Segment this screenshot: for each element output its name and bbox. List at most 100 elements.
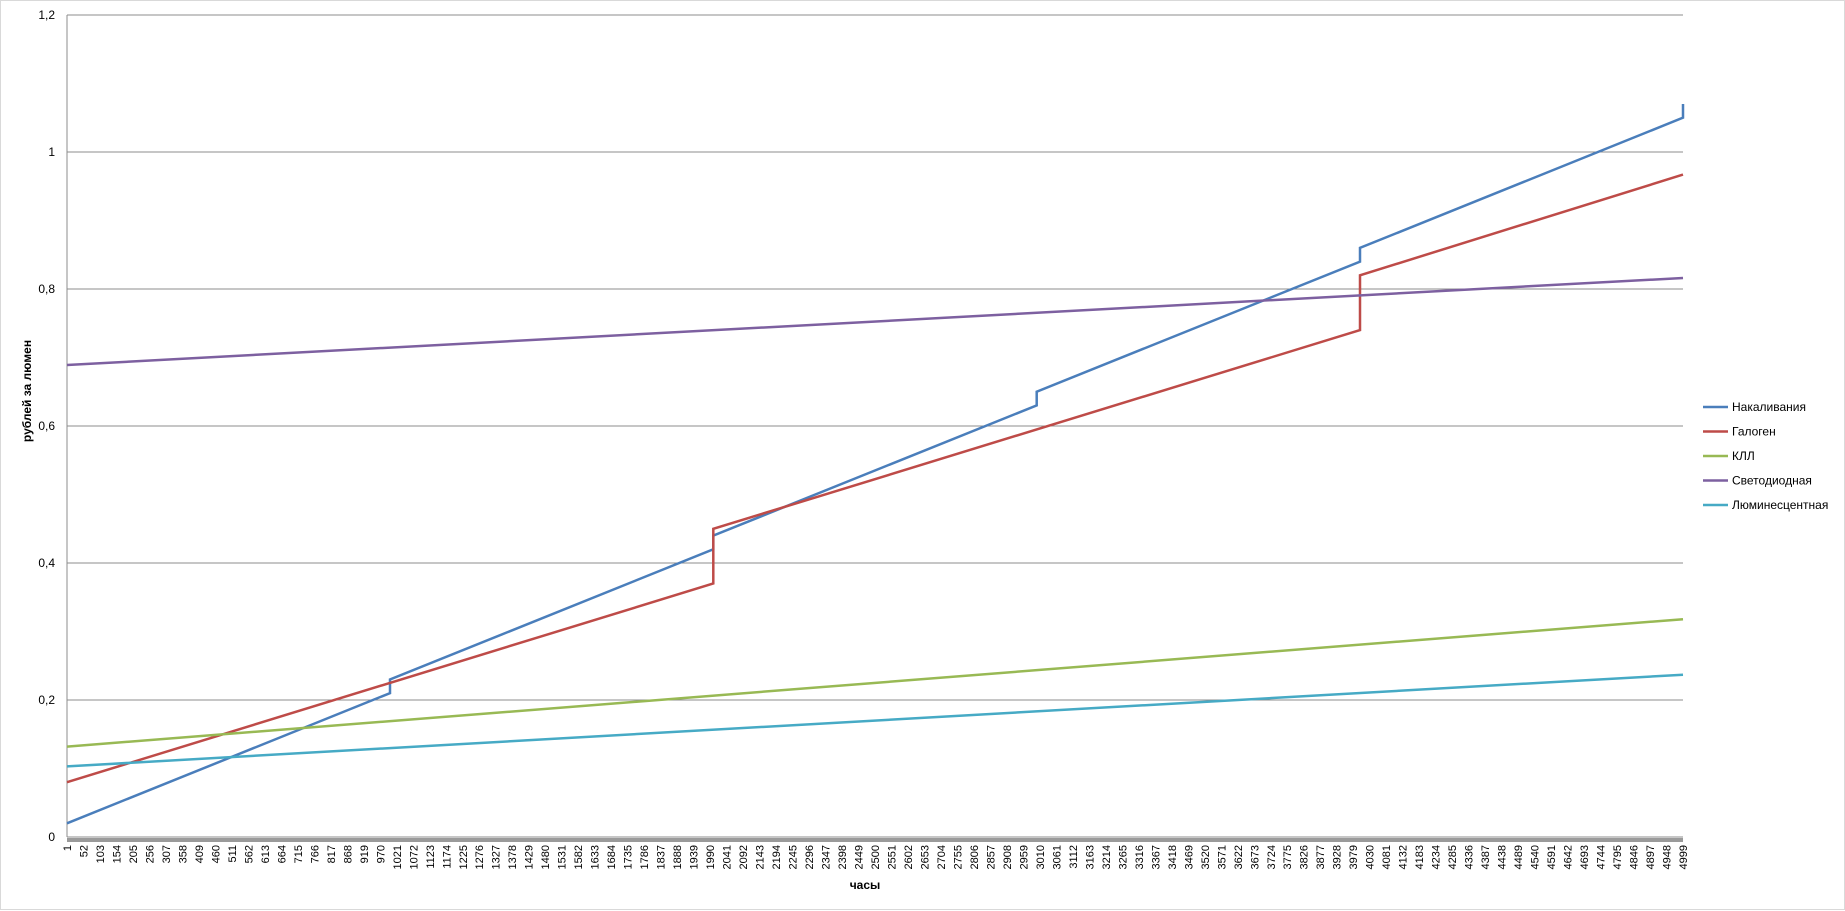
x-tick-label: 3775	[1282, 845, 1294, 869]
x-tick-label: 3061	[1051, 845, 1063, 869]
legend-label: Светодиодная	[1732, 474, 1812, 488]
x-tick-label: 205	[128, 845, 140, 863]
x-tick-label: 1	[62, 845, 74, 851]
x-tick-label: 1021	[392, 845, 404, 869]
x-axis-title: часы	[850, 878, 881, 892]
x-tick-label: 2602	[903, 845, 915, 869]
x-tick-label: 2908	[1002, 845, 1014, 869]
x-tick-label: 766	[309, 845, 321, 863]
x-tick-label: 3010	[1035, 845, 1047, 869]
x-tick-label: 1888	[672, 845, 684, 869]
x-tick-label: 4132	[1398, 845, 1410, 869]
x-tick-label: 1276	[474, 845, 486, 869]
x-tick-label: 817	[326, 845, 338, 863]
x-tick-label: 4642	[1563, 845, 1575, 869]
x-tick-label: 970	[375, 845, 387, 863]
y-tick-label: 0,6	[38, 419, 55, 433]
x-tick-label: 2245	[788, 845, 800, 869]
x-axis-tick-band	[67, 838, 1683, 842]
x-tick-label: 1684	[606, 845, 618, 869]
series-line-4	[66, 276, 1684, 367]
y-tick-label: 0,8	[38, 282, 55, 296]
y-axis-title: рублей за люмен	[20, 340, 34, 442]
x-tick-label: 3418	[1167, 845, 1179, 869]
x-tick-label: 4795	[1612, 845, 1624, 869]
x-tick-label: 4438	[1497, 845, 1509, 869]
x-tick-label: 2398	[837, 845, 849, 869]
x-tick-label: 4081	[1381, 845, 1393, 869]
x-tick-label: 3979	[1348, 845, 1360, 869]
x-tick-label: 4897	[1645, 845, 1657, 869]
x-tick-label: 3622	[1233, 845, 1245, 869]
x-tick-label: 4948	[1662, 845, 1674, 869]
x-tick-label: 1990	[705, 845, 717, 869]
gridlines	[67, 14, 1683, 842]
x-tick-label: 664	[276, 845, 288, 863]
legend-label: Накаливания	[1732, 400, 1806, 414]
x-tick-labels: 1 52 103 154 205 256 307 358 409 460 511 562 613 664 7…	[62, 845, 1690, 869]
x-tick-label: 1582	[573, 845, 585, 869]
x-tick-label: 4693	[1579, 845, 1591, 869]
x-tick-label: 103	[95, 845, 107, 863]
x-tick-label: 4999	[1678, 845, 1690, 869]
x-tick-label: 2653	[919, 845, 931, 869]
x-tick-label: 4285	[1447, 845, 1459, 869]
x-tick-label: 1480	[540, 845, 552, 869]
x-tick-label: 4387	[1480, 845, 1492, 869]
y-tick-labels: 0 0,2 0,4 0,6 0,8 1 1,2	[38, 8, 55, 844]
x-tick-label: 52	[78, 845, 90, 857]
x-tick-label: 2347	[821, 845, 833, 869]
x-tick-label: 154	[111, 845, 123, 863]
x-tick-label: 256	[144, 845, 156, 863]
x-tick-label: 2959	[1018, 845, 1030, 869]
x-tick-label: 1786	[639, 845, 651, 869]
series-lines	[66, 104, 1685, 825]
x-tick-label: 2296	[804, 845, 816, 869]
x-tick-label: 511	[227, 845, 239, 863]
x-tick-label: 2755	[952, 845, 964, 869]
x-tick-label: 3520	[1200, 845, 1212, 869]
x-tick-label: 409	[194, 845, 206, 863]
series-line-3	[66, 617, 1684, 748]
x-tick-label: 3265	[1117, 845, 1129, 869]
x-tick-label: 1837	[656, 845, 668, 869]
x-tick-label: 2500	[870, 845, 882, 869]
legend: Накаливания Галоген КЛЛ Светодиодная Люминес…	[1703, 400, 1828, 512]
x-tick-label: 2092	[738, 845, 750, 869]
x-tick-label: 4336	[1464, 845, 1476, 869]
x-tick-label: 613	[260, 845, 272, 863]
legend-label: КЛЛ	[1732, 449, 1755, 463]
x-tick-label: 4591	[1546, 845, 1558, 869]
x-tick-label: 2194	[771, 845, 783, 869]
x-tick-label: 868	[342, 845, 354, 863]
x-tick-label: 3571	[1216, 845, 1228, 869]
x-tick-label: 1633	[590, 845, 602, 869]
x-tick-label: 1327	[491, 845, 503, 869]
legend-label: Люминесцентная	[1732, 498, 1828, 512]
x-tick-label: 4846	[1629, 845, 1641, 869]
x-tick-label: 3724	[1266, 845, 1278, 869]
x-tick-label: 4540	[1530, 845, 1542, 869]
x-tick-label: 2704	[936, 845, 948, 869]
x-tick-label: 1378	[507, 845, 519, 869]
x-tick-label: 4489	[1513, 845, 1525, 869]
x-tick-label: 919	[359, 845, 371, 863]
x-tick-label: 2041	[722, 845, 734, 869]
x-tick-label: 2449	[854, 845, 866, 869]
x-tick-label: 562	[243, 845, 255, 863]
x-tick-label: 3316	[1134, 845, 1146, 869]
x-tick-label: 4030	[1365, 845, 1377, 869]
x-tick-label: 3367	[1150, 845, 1162, 869]
x-tick-label: 3112	[1068, 845, 1080, 869]
x-tick-label: 307	[161, 845, 173, 863]
series-line-1	[66, 104, 1685, 825]
x-tick-label: 1123	[425, 845, 437, 869]
y-tick-label: 0,4	[38, 556, 55, 570]
x-tick-label: 3673	[1249, 845, 1261, 869]
y-tick-label: 0,2	[38, 693, 55, 707]
x-tick-label: 2806	[969, 845, 981, 869]
x-tick-label: 1939	[689, 845, 701, 869]
y-tick-label: 1	[48, 145, 55, 159]
series-line-5	[66, 673, 1684, 768]
